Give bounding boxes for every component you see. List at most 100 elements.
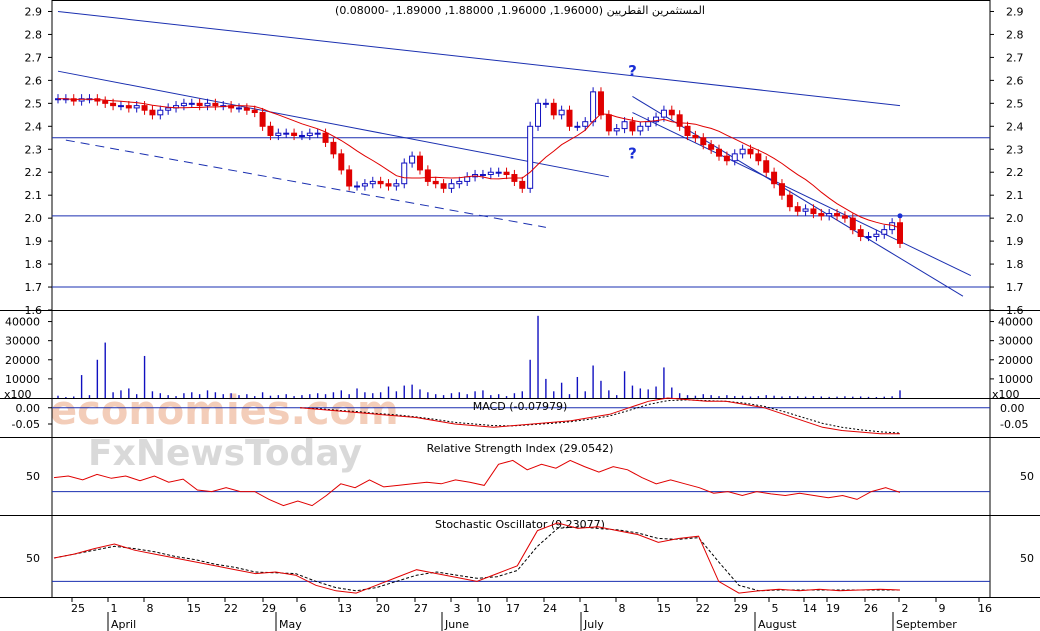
candle-body <box>180 102 187 107</box>
candle-body <box>424 169 431 182</box>
candle-body <box>165 107 172 111</box>
rsi-title: Relative Strength Index (29.0542) <box>427 442 614 455</box>
candle-body <box>267 125 274 136</box>
candle-body <box>298 134 305 137</box>
x-month-label: July <box>583 618 604 631</box>
rsi-tick-label-left: 50 <box>26 470 40 483</box>
watermark-fxnewstoday: FxNewsToday <box>88 433 362 474</box>
stoch-title: Stochastic Oscillator (9.23077) <box>435 518 605 531</box>
candle-body <box>141 105 148 111</box>
candle-body <box>668 109 675 116</box>
candle-body <box>692 134 699 139</box>
price-tick-label-left: 2.3 <box>25 143 43 156</box>
candle-body <box>149 109 156 116</box>
plot-frame <box>51 0 991 598</box>
macd-line <box>299 397 900 435</box>
price-tick-label-right: 1.9 <box>1006 235 1024 248</box>
price-tick-label-left: 2.1 <box>25 189 43 202</box>
candle-body <box>448 183 455 189</box>
x-day-label: 1 <box>583 602 590 615</box>
candle-body <box>684 125 691 136</box>
macd-tick-label-right: -0.05 <box>1000 418 1028 431</box>
macd-tick-label-left: -0.05 <box>12 418 40 431</box>
watermark-economies: economies.com <box>50 388 399 434</box>
candle-body <box>354 185 361 188</box>
candle-body <box>558 109 565 116</box>
candle-body <box>235 107 242 110</box>
price-tick-label-right: 2.1 <box>1006 189 1024 202</box>
candle-body <box>676 114 683 127</box>
moving-average-line <box>58 98 901 229</box>
last-price-dot <box>897 213 903 219</box>
candle-body <box>755 153 762 162</box>
candle-body <box>322 132 329 143</box>
candle-body <box>605 114 612 132</box>
candle-body <box>133 105 140 109</box>
x-day-label: 5 <box>772 602 779 615</box>
candle-body <box>503 171 510 176</box>
annotation-question-bottom: ? <box>628 144 637 162</box>
candle-body <box>527 125 534 189</box>
candle-body <box>731 153 738 162</box>
stoch-tick-label-left: 50 <box>26 552 40 565</box>
candle-body <box>275 132 282 136</box>
candle-body <box>629 121 636 132</box>
x-day-label: 14 <box>803 602 817 615</box>
price-tick-label-right: 2.6 <box>1006 74 1024 87</box>
x-month-label: September <box>896 618 957 631</box>
candle-body <box>393 183 400 187</box>
candle-body <box>881 229 888 235</box>
price-tick-label-left: 1.9 <box>25 235 43 248</box>
channel-upper <box>632 112 972 277</box>
candle-body <box>582 121 589 127</box>
volume-tick-label-right: 10000 <box>998 373 1033 386</box>
candle-body <box>897 222 903 244</box>
price-tick-label-right: 2.0 <box>1006 212 1024 225</box>
candle-body <box>306 132 313 136</box>
x-day-label: 9 <box>939 602 946 615</box>
candle-body <box>369 180 376 185</box>
macd-signal-line <box>299 399 901 434</box>
stoch-tick-label-right: 50 <box>1020 552 1034 565</box>
x-day-label: 6 <box>300 602 307 615</box>
x-month-label: August <box>758 618 797 631</box>
price-tick-label-left: 2.9 <box>25 5 43 18</box>
candle-body <box>550 102 557 116</box>
candle-body <box>535 102 542 127</box>
volume-tick-label-left: 10000 <box>5 373 40 386</box>
candle-body <box>346 169 353 187</box>
x-day-label: 22 <box>224 602 238 615</box>
rsi-line <box>53 459 901 507</box>
x-day-label: 15 <box>187 602 201 615</box>
candle-body <box>479 174 486 177</box>
trendline-upper-long <box>57 10 901 107</box>
x-month-label: June <box>444 618 469 631</box>
candle-body <box>590 91 597 123</box>
x-day-label: 8 <box>147 602 154 615</box>
price-tick-label-left: 2.6 <box>25 74 43 87</box>
candle-body <box>574 125 581 128</box>
x-day-label: 19 <box>826 602 840 615</box>
candle-body <box>110 102 117 107</box>
candle-body <box>566 109 573 127</box>
candle-body <box>196 102 203 107</box>
candle-body <box>826 213 833 217</box>
x-day-label: 8 <box>619 602 626 615</box>
price-tick-label-right: 2.7 <box>1006 51 1024 64</box>
candle-body <box>291 132 298 136</box>
candle-body <box>338 153 345 171</box>
candle-body <box>259 112 266 127</box>
x-month-label: May <box>279 618 302 631</box>
candle-body <box>834 213 841 217</box>
x-day-label: 3 <box>454 602 461 615</box>
price-tick-label-right: 2.3 <box>1006 143 1024 156</box>
macd-title: MACD (-0.07979) <box>473 400 568 413</box>
volume-tick-label-left: 20000 <box>5 354 40 367</box>
x-day-label: 26 <box>864 602 878 615</box>
candle-body <box>283 132 290 135</box>
candle-body <box>818 213 825 217</box>
candle-body <box>440 183 447 189</box>
candle-body <box>495 171 502 174</box>
